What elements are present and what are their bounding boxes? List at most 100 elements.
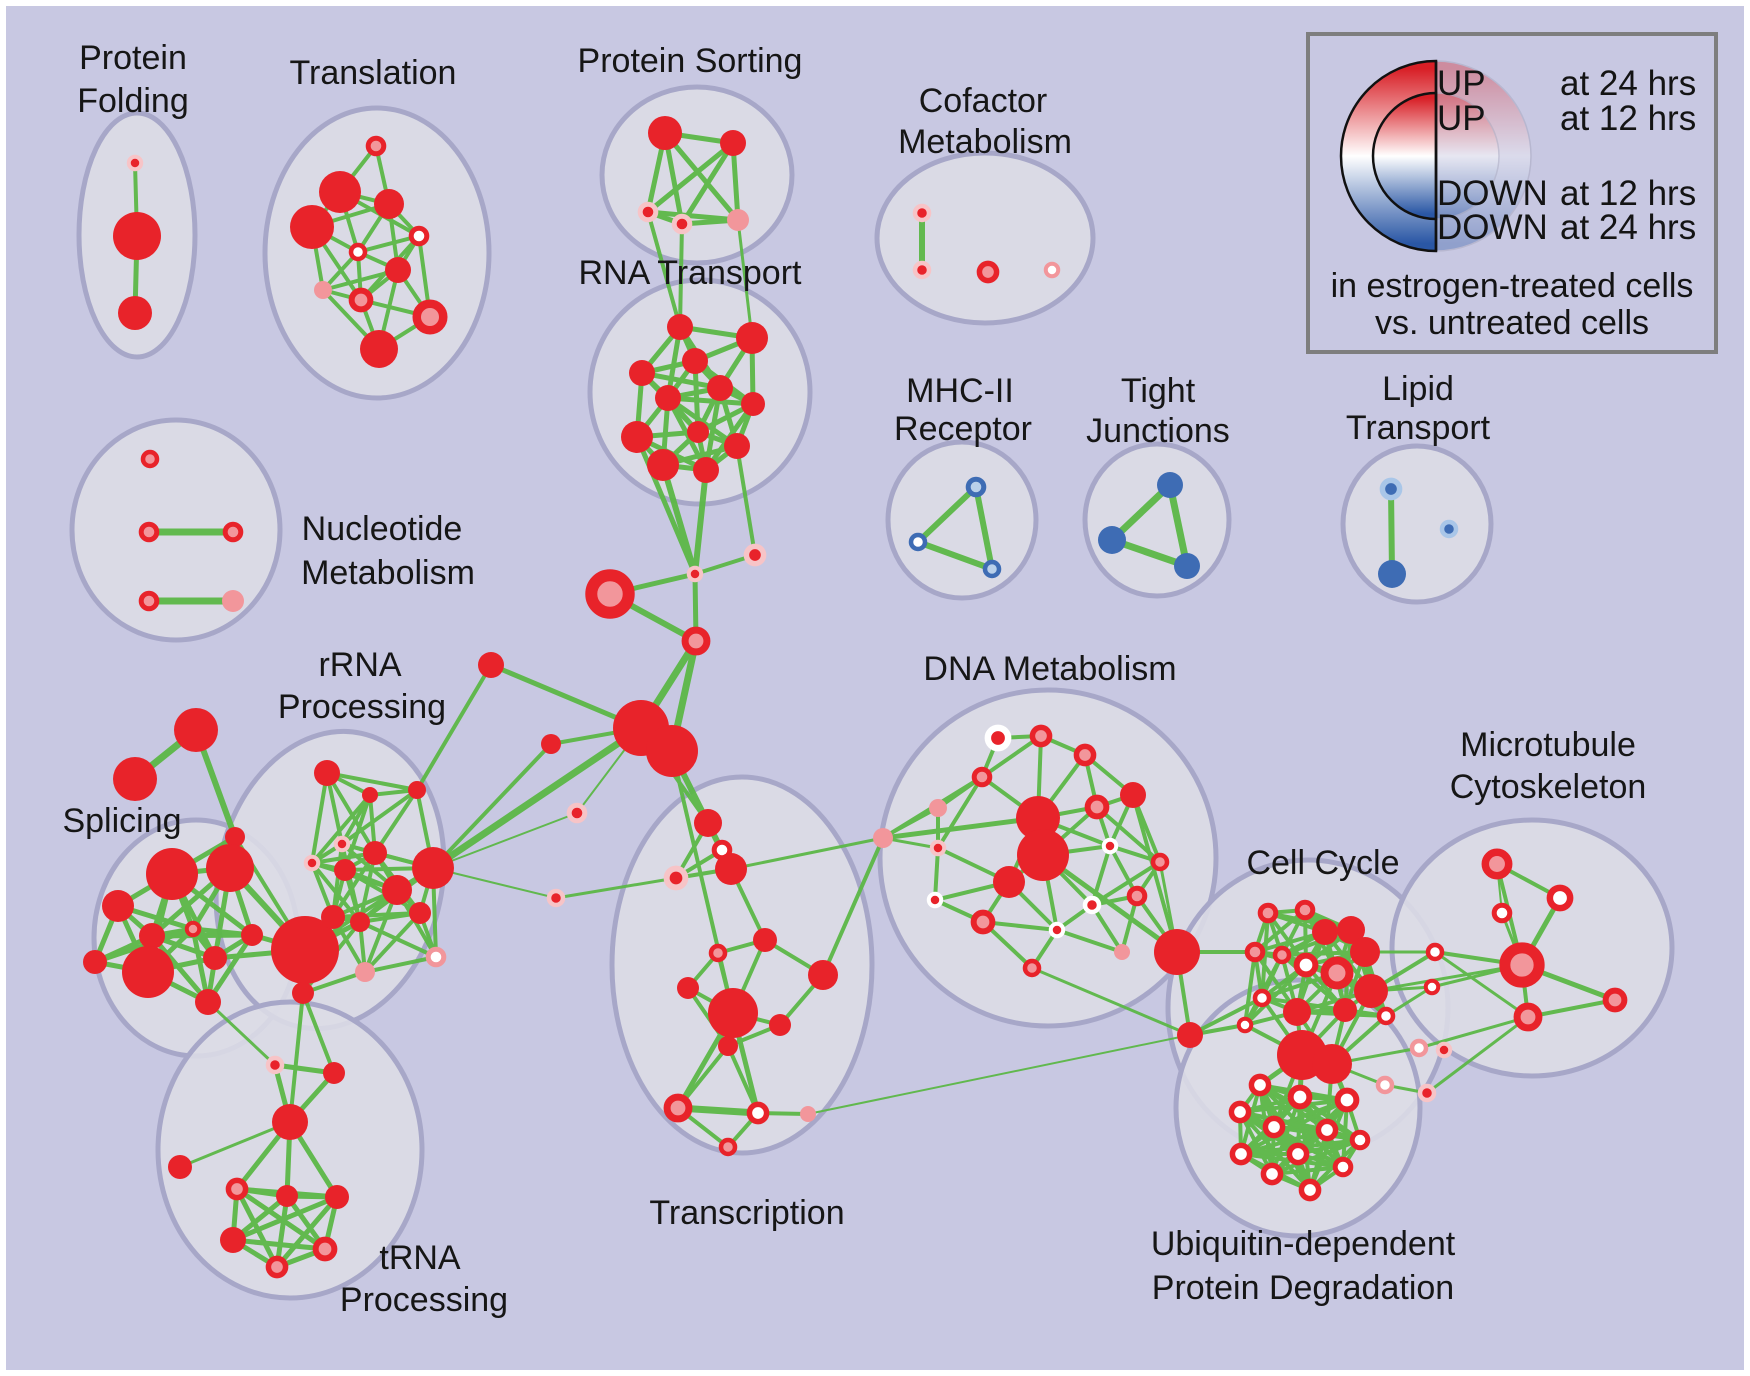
node-ub4 bbox=[1262, 1115, 1286, 1139]
node-rr10 bbox=[321, 905, 345, 929]
edge bbox=[679, 140, 736, 227]
node-nm1 bbox=[138, 521, 160, 543]
cluster-lipid-transport bbox=[1340, 443, 1494, 605]
node-rr7 bbox=[382, 875, 412, 905]
edge bbox=[821, 836, 885, 977]
cluster-label-mhc-ii-receptor-line1: MHC-II bbox=[906, 372, 1014, 410]
node-cc15 bbox=[1312, 1044, 1352, 1084]
node-rt10 bbox=[647, 449, 679, 481]
node-tx12 bbox=[663, 1093, 693, 1123]
edge bbox=[149, 933, 211, 1005]
node-ub6 bbox=[1229, 1142, 1253, 1166]
node-tj2 bbox=[1174, 553, 1200, 579]
node-tl2 bbox=[374, 189, 404, 219]
node-sp6 bbox=[122, 946, 174, 998]
legend-direction-down-24: DOWN bbox=[1437, 208, 1548, 247]
node-tl6 bbox=[385, 257, 411, 283]
edge bbox=[432, 812, 578, 869]
node-ub8 bbox=[1349, 1129, 1371, 1151]
node-ub10 bbox=[1298, 1178, 1322, 1202]
node-tx9 bbox=[808, 960, 838, 990]
nodes bbox=[83, 116, 1628, 1279]
edge bbox=[206, 1000, 277, 1067]
node-cc8 bbox=[1320, 956, 1354, 990]
node-tn5 bbox=[265, 1255, 289, 1279]
edge bbox=[363, 955, 438, 974]
node-cc1 bbox=[1294, 899, 1316, 921]
node-tx14 bbox=[800, 1106, 816, 1122]
node-tx8 bbox=[708, 988, 758, 1038]
node-rr3 bbox=[333, 835, 351, 853]
edge bbox=[429, 724, 645, 872]
edge bbox=[205, 932, 255, 1005]
edge bbox=[325, 771, 419, 792]
node-sp0 bbox=[146, 848, 198, 900]
node-rt6 bbox=[741, 392, 765, 416]
cluster-label-rrna-processing-line2: Processing bbox=[278, 688, 446, 726]
node-sp3 bbox=[139, 923, 165, 949]
node-dm7 bbox=[1016, 796, 1060, 840]
node-sp7 bbox=[203, 946, 227, 970]
cluster-label-trna-processing-line1: tRNA bbox=[379, 1239, 461, 1277]
node-dm9 bbox=[929, 839, 947, 857]
node-dm19 bbox=[1114, 944, 1130, 960]
node-ccb bbox=[1177, 1022, 1203, 1048]
node-tl4 bbox=[408, 225, 430, 247]
node-mh2 bbox=[982, 559, 1002, 579]
node-dm1 bbox=[1029, 724, 1053, 748]
node-sp5 bbox=[83, 950, 107, 974]
cluster-label-cofactor-metabolism-line2: Metabolism bbox=[898, 123, 1072, 161]
cluster-label-trna-processing-line2: Processing bbox=[340, 1281, 508, 1319]
node-bb7 bbox=[478, 652, 504, 678]
node-nm0 bbox=[140, 449, 160, 469]
edge bbox=[981, 920, 1059, 932]
cluster-label-dna-metabolism: DNA Metabolism bbox=[923, 650, 1176, 688]
node-dm4 bbox=[929, 799, 947, 817]
edge bbox=[646, 210, 682, 329]
node-tn6 bbox=[265, 1055, 285, 1075]
edge bbox=[665, 395, 756, 407]
node-nm2 bbox=[222, 521, 244, 543]
node-tn4 bbox=[312, 1236, 338, 1262]
node-rr5 bbox=[363, 841, 387, 865]
node-tn0 bbox=[225, 1177, 249, 1201]
edge bbox=[880, 815, 1041, 841]
node-lt0 bbox=[1379, 477, 1403, 501]
legend-time-up-12: at 12 hrs bbox=[1560, 99, 1697, 138]
node-tj1 bbox=[1098, 526, 1126, 554]
node-bb3 bbox=[681, 626, 711, 656]
edge bbox=[1417, 1015, 1530, 1050]
edge bbox=[807, 1034, 1191, 1115]
cluster-label-lipid-transport-line1: Lipid bbox=[1382, 370, 1454, 408]
edge bbox=[1188, 996, 1264, 1037]
cluster-mhc-ii-receptor bbox=[885, 439, 1039, 601]
node-cc2 bbox=[1312, 919, 1338, 945]
node-nm3 bbox=[138, 590, 160, 612]
node-ps4 bbox=[727, 209, 749, 231]
node-rt9 bbox=[724, 433, 750, 459]
edge bbox=[274, 1194, 340, 1270]
node-ub11 bbox=[1332, 1156, 1354, 1178]
edge bbox=[288, 991, 305, 1124]
node-sp4 bbox=[184, 920, 202, 938]
cluster-label-rna-transport: RNA Transport bbox=[579, 254, 803, 292]
node-mt5 bbox=[1513, 1002, 1543, 1032]
node-tx10 bbox=[769, 1014, 791, 1036]
edge bbox=[881, 806, 940, 840]
node-sp8 bbox=[241, 924, 263, 946]
edge bbox=[1243, 950, 1257, 1027]
node-lt1 bbox=[1378, 560, 1406, 588]
edge bbox=[432, 867, 557, 899]
node-cc7 bbox=[1293, 952, 1319, 978]
edge bbox=[340, 788, 419, 846]
legend-inner-half-faded bbox=[1435, 92, 1500, 220]
edge bbox=[915, 484, 979, 545]
node-dm6 bbox=[1084, 794, 1110, 820]
node-rr12 bbox=[425, 946, 447, 968]
cluster-label-nucleotide-metabolism-line1: Nucleotide bbox=[302, 510, 463, 548]
node-cc16 bbox=[1376, 1006, 1396, 1026]
node-tl3 bbox=[290, 205, 334, 249]
node-tl5 bbox=[348, 242, 368, 262]
edge bbox=[1388, 486, 1395, 577]
